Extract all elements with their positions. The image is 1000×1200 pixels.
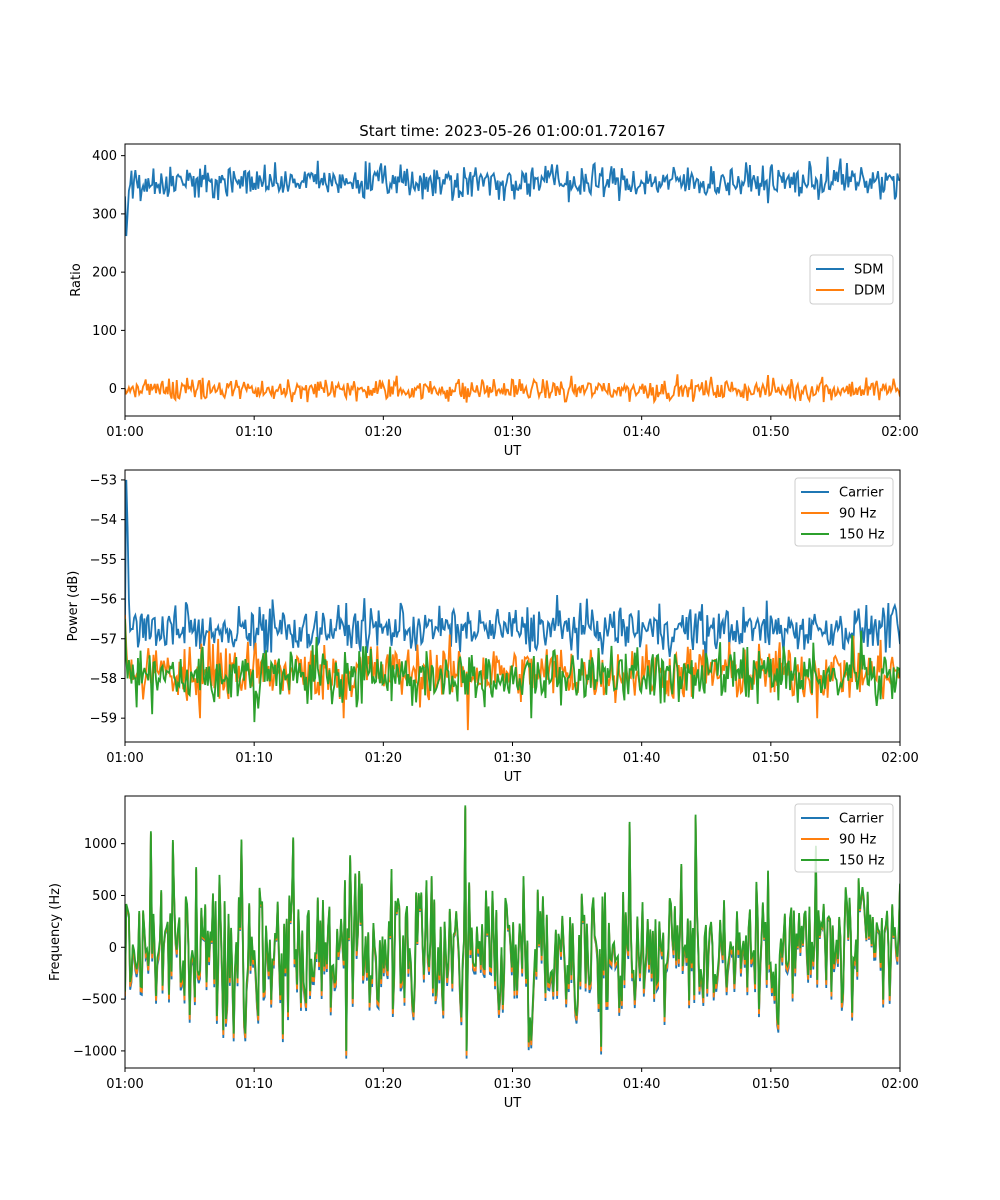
- series-line-carrier: [125, 479, 900, 671]
- x-tick-label: 01:20: [365, 425, 402, 440]
- x-tick-label: 01:50: [752, 1077, 789, 1092]
- legend-label: Carrier: [839, 812, 884, 827]
- chart-panel-1: 01:00 01:10 01:20 01:30 01:40 01:50 02:00 0 100 2…: [69, 122, 919, 459]
- series-line-ddm: [125, 374, 900, 405]
- x-tick-label: 02:00: [881, 751, 918, 766]
- legend: Carrier 90 Hz 150 Hz: [794, 803, 894, 873]
- x-tick-label: 01:50: [752, 425, 789, 440]
- y-axis-label: Frequency (Hz): [48, 883, 63, 981]
- x-tick-label: 01:00: [106, 1077, 143, 1092]
- legend-label: Carrier: [839, 486, 884, 501]
- legend: Carrier 90 Hz 150 Hz: [794, 477, 894, 547]
- y-tick-label: 400: [92, 149, 117, 164]
- x-tick-label: 01:20: [365, 1077, 402, 1092]
- y-tick-label: −59: [90, 712, 117, 727]
- y-tick-label: −57: [90, 632, 117, 647]
- legend-label: 90 Hz: [839, 833, 876, 848]
- x-axis-label: UT: [504, 770, 522, 785]
- x-tick-label: 02:00: [881, 425, 918, 440]
- x-tick-label: 01:00: [106, 751, 143, 766]
- y-tick-label: 500: [92, 889, 117, 904]
- y-tick-label: −53: [90, 473, 117, 488]
- x-axis-label: UT: [504, 1096, 522, 1111]
- series-line-150-hz: [125, 618, 900, 723]
- chart-title: Start time: 2023-05-26 01:00:01.720167: [359, 122, 665, 140]
- series-line-150-hz: [125, 805, 900, 1051]
- series-line-sdm: [125, 156, 900, 237]
- x-tick-label: 01:40: [623, 1077, 660, 1092]
- legend-label: DDM: [854, 284, 885, 299]
- y-tick-label: −54: [90, 513, 117, 528]
- y-tick-label: 0: [109, 941, 117, 956]
- legend-label: 150 Hz: [839, 528, 885, 543]
- x-tick-label: 01:10: [235, 751, 272, 766]
- x-tick-label: 01:30: [494, 425, 531, 440]
- x-tick-label: 01:40: [623, 751, 660, 766]
- x-tick-label: 02:00: [881, 1077, 918, 1092]
- x-axis-label: UT: [504, 444, 522, 459]
- x-tick-label: 01:10: [235, 425, 272, 440]
- axes-frame: [124, 469, 901, 743]
- y-tick-label: 0: [109, 382, 117, 397]
- x-tick-label: 01:20: [365, 751, 402, 766]
- y-tick-label: 300: [92, 207, 117, 222]
- legend-label: SDM: [854, 263, 883, 278]
- chart-panel-3: 01:00 01:10 01:20 01:30 01:40 01:50 02:00 −1000…: [48, 795, 919, 1111]
- x-tick-label: 01:10: [235, 1077, 272, 1092]
- y-axis-label: Power (dB): [66, 571, 81, 642]
- y-tick-label: −56: [90, 593, 117, 608]
- legend-label: 150 Hz: [839, 854, 885, 869]
- x-tick-label: 01:30: [494, 751, 531, 766]
- y-axis-label: Ratio: [69, 263, 84, 296]
- y-tick-label: −58: [90, 672, 117, 687]
- x-tick-label: 01:50: [752, 751, 789, 766]
- y-tick-label: 100: [92, 324, 117, 339]
- y-tick-label: −1000: [73, 1044, 117, 1059]
- legend-label: 90 Hz: [839, 507, 876, 522]
- y-tick-label: 1000: [84, 837, 117, 852]
- y-tick-label: 200: [92, 266, 117, 281]
- chart-panel-2: 01:00 01:10 01:20 01:30 01:40 01:50 02:00 −59 −5…: [66, 469, 919, 785]
- x-tick-label: 01:30: [494, 1077, 531, 1092]
- x-tick-label: 01:40: [623, 425, 660, 440]
- x-tick-label: 01:00: [106, 425, 143, 440]
- y-tick-label: −55: [90, 553, 117, 568]
- y-tick-label: −500: [81, 993, 117, 1008]
- legend: SDM DDM: [809, 254, 894, 305]
